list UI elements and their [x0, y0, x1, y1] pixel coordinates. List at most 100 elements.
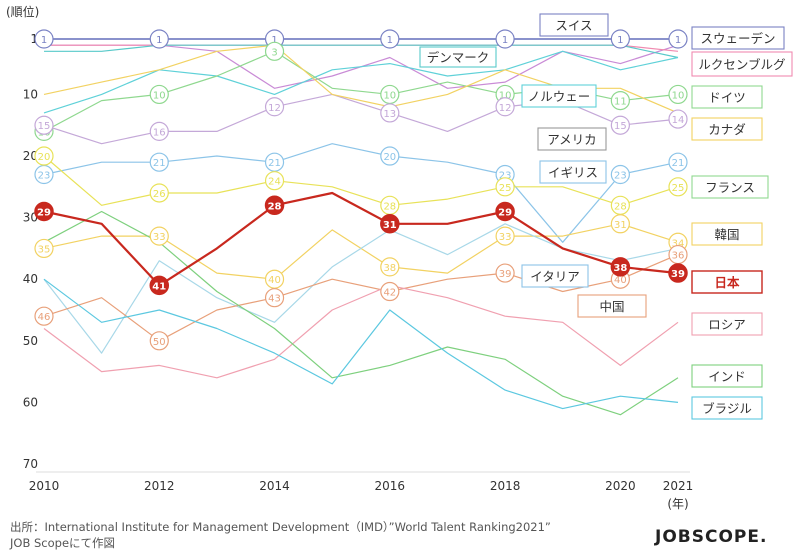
data-point-marker	[495, 201, 515, 222]
x-tick-label: 2010	[29, 479, 60, 493]
data-label: 15	[614, 121, 627, 132]
data-label: 21	[268, 158, 281, 169]
data-label: 15	[38, 121, 51, 132]
y-axis-title: (順位)	[6, 4, 39, 19]
data-point-marker	[610, 29, 630, 49]
legend-box	[691, 51, 793, 77]
legend-label: ブラジル	[702, 401, 752, 416]
series-line	[43, 278, 679, 410]
legend-label: ノルウェー	[528, 89, 591, 104]
y-tick-label: 1	[30, 32, 38, 46]
data-label: 38	[383, 263, 396, 274]
data-label: 21	[672, 158, 685, 169]
data-point-marker	[34, 115, 54, 135]
legend-label: ドイツ	[708, 90, 746, 105]
data-label: 28	[383, 201, 396, 212]
series-line	[43, 50, 679, 114]
x-axis-title: (年)	[667, 497, 688, 511]
series-line	[43, 284, 679, 379]
legend-label: インド	[708, 369, 746, 384]
legend-label: ロシア	[708, 317, 746, 332]
legend-label: フランス	[705, 180, 755, 195]
legend-label: 日本	[714, 275, 740, 290]
data-point-marker	[610, 164, 630, 185]
data-label: 25	[499, 183, 512, 194]
legend-label: イギリス	[548, 165, 598, 180]
series-line	[43, 210, 679, 416]
legend-box	[521, 84, 597, 108]
data-label: 40	[268, 275, 281, 286]
data-label: 39	[671, 269, 685, 280]
legend-label: イタリア	[530, 269, 580, 284]
data-label: 28	[614, 201, 627, 212]
data-label: 28	[268, 201, 282, 212]
data-point-marker	[264, 97, 285, 117]
data-label: 41	[152, 281, 166, 292]
legend-box	[691, 364, 763, 388]
data-label: 25	[672, 183, 685, 194]
legend-label: 韓国	[714, 227, 739, 242]
data-point-marker	[380, 257, 400, 277]
y-tick-label: 40	[23, 272, 38, 286]
data-point-marker	[495, 97, 515, 117]
legend-label: アメリカ	[547, 132, 596, 147]
data-point-marker	[610, 90, 630, 111]
data-label: 12	[499, 103, 512, 114]
data-label: 1	[41, 35, 47, 46]
data-point-marker	[380, 214, 400, 234]
series-line	[43, 254, 679, 342]
data-point-marker	[149, 152, 169, 172]
data-point-marker	[264, 195, 285, 216]
legend-box	[691, 270, 763, 294]
data-label: 39	[499, 269, 512, 280]
data-label: 38	[613, 263, 627, 274]
data-label: 50	[153, 337, 166, 348]
data-point-marker	[380, 281, 400, 302]
source-note: 出所：International Institute for Managemen…	[10, 520, 551, 534]
data-label: 20	[383, 152, 396, 163]
series-line	[43, 155, 679, 206]
data-label: 10	[383, 90, 396, 101]
legend-box	[419, 46, 497, 68]
legend-box	[691, 396, 763, 420]
source-note-credit: JOB Scopeにて作図	[10, 536, 116, 550]
y-tick-label: 70	[23, 457, 38, 471]
data-point-marker	[34, 29, 54, 49]
data-label: 31	[614, 220, 627, 231]
data-label: 13	[383, 109, 396, 120]
legend-box	[539, 160, 607, 184]
data-label: 42	[383, 288, 396, 299]
data-point-marker	[610, 257, 631, 277]
legend-box	[577, 294, 647, 318]
data-label: 43	[268, 294, 281, 305]
x-tick-label: 2021	[663, 479, 694, 493]
x-tick-label: 2018	[490, 479, 521, 493]
data-point-marker	[668, 263, 688, 283]
data-point-marker	[495, 29, 515, 49]
legend-label: デンマーク	[427, 50, 490, 65]
data-point-marker	[149, 29, 169, 49]
x-tick-label: 2012	[144, 479, 175, 493]
y-tick-label: 50	[23, 334, 38, 348]
legend-label: ルクセンブルグ	[698, 57, 785, 72]
data-label: 36	[672, 251, 685, 262]
legend-label: カナダ	[708, 122, 746, 137]
data-point-marker	[34, 238, 54, 259]
data-label: 12	[268, 103, 281, 114]
data-label: 1	[675, 35, 681, 46]
legend-box	[691, 222, 763, 246]
data-point-marker	[380, 103, 400, 123]
data-label: 31	[383, 220, 397, 231]
data-point-marker	[149, 84, 169, 105]
data-point-marker	[495, 177, 515, 197]
legend-label: スイス	[555, 18, 592, 33]
data-label: 1	[271, 35, 277, 46]
data-label: 16	[153, 127, 166, 138]
data-label: 29	[498, 207, 512, 218]
data-point-marker	[668, 84, 688, 105]
data-point-marker	[380, 29, 400, 49]
data-point-marker	[149, 121, 169, 141]
data-point-marker	[610, 214, 630, 234]
data-label: 40	[614, 275, 627, 286]
